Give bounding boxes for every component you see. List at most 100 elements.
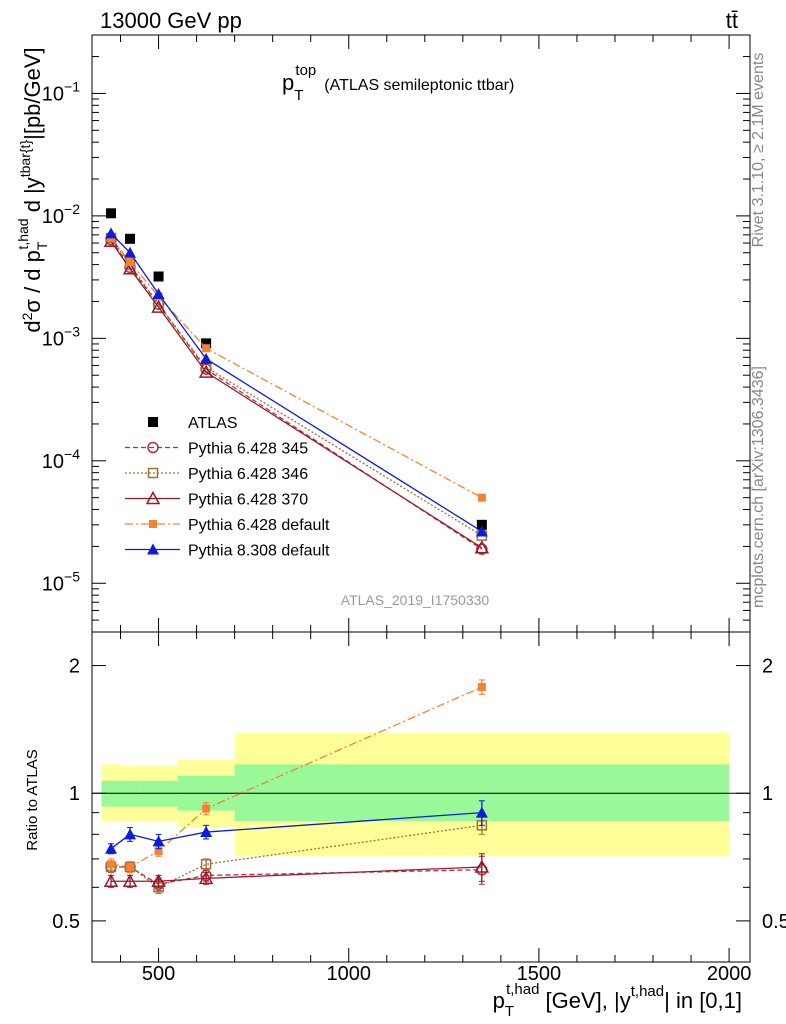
- main-series-line: [110, 240, 483, 549]
- main-ytick-label: 10−4: [42, 446, 80, 473]
- main-ytick-label-base: 10: [42, 83, 64, 105]
- main-ytick-label: 10−1: [42, 78, 80, 105]
- ratio-ytick-label-right: 0.5: [762, 911, 786, 933]
- ratio-ytick-label-right: 2: [762, 656, 773, 678]
- ratio-series-2: [103, 853, 490, 888]
- x-axis-label-sub: T: [505, 1003, 514, 1020]
- main-data-point: [475, 525, 488, 537]
- side-rivet: Rivet 3.1.10, ≥ 2.1M events: [750, 53, 767, 248]
- main-ytick-label-base: 10: [42, 328, 64, 350]
- main-data-point: [125, 233, 136, 244]
- main-data-point: [122, 261, 138, 275]
- legend-label: Pythia 6.428 370: [188, 492, 308, 509]
- main-series-4: [107, 233, 486, 502]
- main-data-point: [201, 338, 212, 349]
- ratio-data-point: [122, 873, 138, 888]
- main-ytick-label-exp: −4: [64, 446, 80, 462]
- legend-marker: [148, 417, 158, 427]
- main-data-point: [153, 271, 164, 282]
- ratio-data-point: [474, 859, 490, 873]
- legend-marker: [147, 467, 159, 479]
- x-tick-label: 500: [142, 963, 175, 985]
- ratio-data-point: [151, 873, 166, 888]
- x-axis-label: pTt,had [GeV], |yt,had| in [0,1]: [493, 981, 742, 1020]
- main-ytick-label-base: 10: [42, 206, 64, 228]
- ratio-panel: 0.5 0.5 1 1 2 2 500 1000 1500 2000: [52, 631, 786, 985]
- main-series-line: [110, 237, 483, 537]
- main-ylabel: d2σ / d pTt,had d |ytbar{t}|[pb/GeV]: [15, 47, 50, 332]
- main-data-point: [198, 364, 214, 378]
- ratio-ytick-label-left: 1: [69, 783, 80, 805]
- ratio-data-point: [200, 859, 212, 870]
- legend-label: Pythia 6.428 default: [188, 517, 330, 534]
- ratio-data-point: [198, 870, 214, 885]
- main-data-point: [126, 258, 135, 267]
- ratio-ytick-label-left: 2: [69, 656, 80, 678]
- main-title-sup: top: [295, 62, 316, 79]
- ratio-data-point: [105, 842, 118, 854]
- main-ytick-label-exp: −1: [64, 78, 80, 94]
- ratio-data-point: [152, 835, 165, 847]
- ratio-data-point: [154, 847, 163, 856]
- main-data-point: [202, 344, 211, 353]
- main-series-line: [110, 237, 483, 499]
- ratio-ytick-label-right: 1: [762, 783, 773, 805]
- main-data-point: [476, 519, 487, 530]
- header-right: tt̄: [726, 8, 738, 33]
- main-panel: 10−510−410−310−210−1: [42, 34, 751, 633]
- ratio-series-4: [105, 800, 488, 855]
- legend-marker: [149, 520, 157, 528]
- legend-label: ATLAS: [188, 415, 238, 432]
- ratio-data-point: [477, 683, 486, 692]
- main-ytick-label-exp: −2: [64, 201, 80, 217]
- main-data-point: [474, 540, 490, 554]
- main-data-point: [106, 208, 117, 219]
- side-mcplots: mcplots.cern.ch [arXiv:1306.3436]: [750, 366, 767, 608]
- main-series-5: [105, 227, 488, 537]
- legend-marker: [147, 441, 159, 454]
- main-ytick-label: 10−2: [42, 201, 80, 228]
- main-data-point: [124, 246, 137, 258]
- analysis-label: ATLAS_2019_I1750330: [341, 592, 490, 608]
- main-ytick-label: 10−3: [42, 323, 80, 350]
- main-ytick-label-exp: −3: [64, 323, 80, 339]
- x-axis-label-end: | in [0,1]: [664, 988, 742, 1013]
- ratio-data-point: [200, 826, 213, 838]
- x-axis-label-mid: [GeV], |y: [539, 988, 630, 1013]
- legend-marker: [145, 490, 161, 505]
- main-title-sub: T: [294, 87, 303, 104]
- legend-marker: [147, 543, 159, 555]
- header-left: 13000 GeV pp: [100, 8, 242, 33]
- ratio-data-point: [124, 828, 137, 840]
- main-data-point: [477, 493, 486, 502]
- main-series-0: [106, 208, 487, 530]
- main-series-line: [110, 232, 483, 532]
- main-data-point: [105, 227, 118, 239]
- main-title-var: p: [282, 70, 294, 95]
- main-data-point: [152, 288, 165, 300]
- main-data-point: [476, 543, 488, 555]
- ratio-data-point: [107, 860, 116, 869]
- ratio-series-3: [107, 679, 486, 874]
- x-axis-label-sup: t,had: [506, 981, 539, 998]
- main-title-text: (ATLAS semileptonic ttbar): [324, 77, 514, 94]
- ratio-data-point: [202, 804, 211, 813]
- main-title: pTtop (ATLAS semileptonic ttbar): [282, 62, 514, 104]
- ratio-frame: [91, 631, 751, 963]
- ratio-series-line: [111, 824, 482, 889]
- legend-label: Pythia 6.428 346: [188, 466, 308, 483]
- legend: ATLAS Pythia 6.428 345 Pythia 6.428 346 Pyt…: [125, 415, 330, 560]
- ratio-ylabel: Ratio to ATLAS: [24, 749, 41, 850]
- ratio-data-point: [103, 873, 119, 888]
- x-axis-label-var: p: [493, 988, 505, 1013]
- legend-label: Pythia 6.428 345: [188, 441, 308, 458]
- ratio-data-point: [475, 806, 488, 818]
- main-data-point: [200, 352, 213, 364]
- main-ytick-label: 10−5: [42, 568, 80, 595]
- main-ytick-label-exp: −5: [64, 568, 80, 584]
- x-tick-label: 2000: [707, 963, 752, 985]
- ratio-data-point: [126, 862, 135, 871]
- x-tick-label: 1000: [326, 963, 371, 985]
- ratio-ytick-label-left: 0.5: [52, 911, 80, 933]
